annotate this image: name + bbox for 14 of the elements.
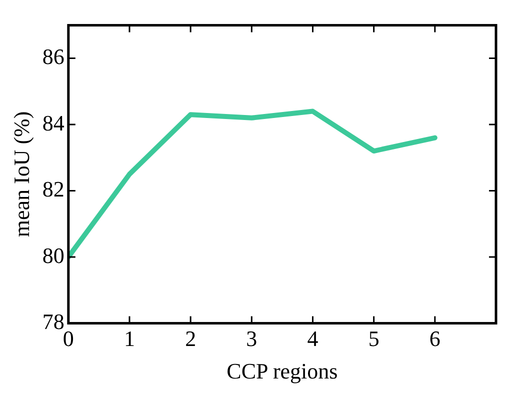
x-tick-label: 5 <box>368 326 380 352</box>
x-axis-title: CCP regions <box>226 358 338 384</box>
y-tick-label: 80 <box>42 242 64 268</box>
x-tick-label: 3 <box>246 326 258 352</box>
y-tick-label: 84 <box>42 110 64 136</box>
x-tick-label: 1 <box>124 326 135 352</box>
x-tick-label: 6 <box>429 326 440 352</box>
x-tick-label: 4 <box>307 326 318 352</box>
y-tick-label: 78 <box>42 308 64 334</box>
y-tick-label: 86 <box>42 44 64 70</box>
y-axis-title: mean IoU (%) <box>8 111 34 238</box>
y-tick-label: 82 <box>42 176 64 202</box>
x-tick-label: 2 <box>185 326 196 352</box>
x-tick-label: 0 <box>62 326 74 352</box>
